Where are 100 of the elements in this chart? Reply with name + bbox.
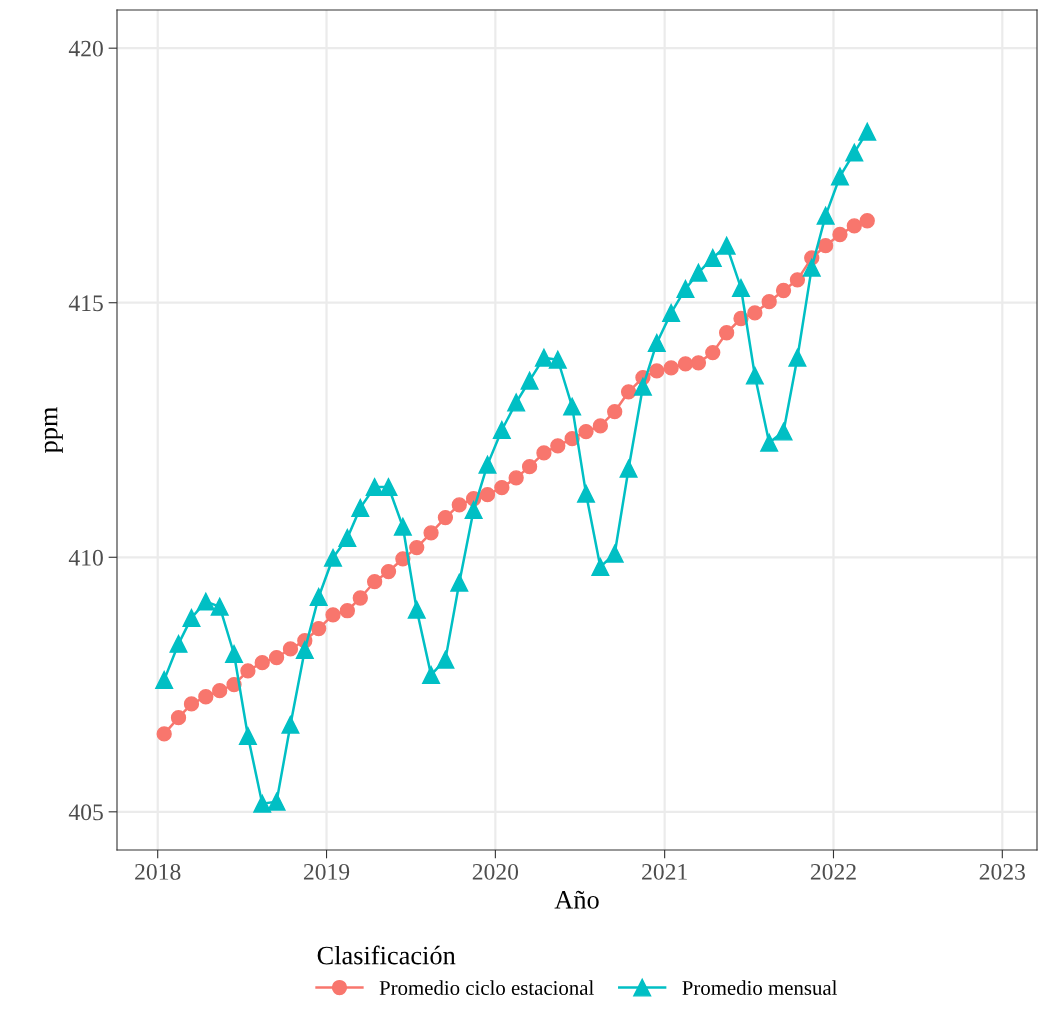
point	[690, 355, 707, 371]
point	[703, 248, 722, 267]
point	[607, 404, 623, 420]
point	[563, 397, 582, 416]
point	[182, 608, 201, 627]
legend-label: Promedio ciclo estacional	[379, 980, 594, 996]
point	[592, 418, 608, 434]
point	[338, 528, 357, 547]
point	[295, 640, 314, 659]
point	[212, 683, 228, 699]
point	[224, 644, 244, 664]
point	[450, 573, 469, 592]
point	[859, 213, 875, 229]
x-tick-label: 2020	[472, 863, 519, 880]
point	[760, 433, 779, 452]
x-tick-label: 2023	[979, 863, 1025, 880]
point	[832, 226, 848, 243]
point	[422, 665, 441, 684]
point	[323, 548, 343, 567]
point	[379, 477, 398, 497]
point	[281, 715, 300, 734]
y-tick-label: 410	[68, 549, 103, 566]
point	[677, 356, 694, 372]
y-tick-label: 420	[68, 40, 103, 57]
point	[268, 649, 285, 666]
point	[846, 218, 862, 234]
point	[689, 263, 708, 282]
point	[198, 689, 214, 705]
point	[817, 238, 834, 254]
point	[705, 344, 721, 361]
x-tick-label: 2021	[642, 863, 687, 880]
point	[254, 655, 270, 671]
point	[393, 517, 412, 536]
point	[156, 726, 172, 742]
x-tick-label: 2018	[135, 863, 181, 880]
point	[352, 590, 368, 606]
point	[494, 479, 510, 496]
point	[718, 325, 735, 341]
point	[366, 574, 383, 590]
point	[676, 279, 695, 299]
y-tick-label: 415	[68, 295, 103, 312]
point	[409, 539, 425, 556]
point	[423, 525, 439, 541]
point	[351, 498, 370, 517]
point	[325, 607, 341, 623]
point	[830, 167, 849, 186]
legend-label: Promedio mensual	[682, 980, 838, 996]
point	[380, 563, 397, 580]
y-axis-title: ppm	[44, 406, 63, 454]
point	[731, 278, 751, 297]
point	[407, 600, 426, 619]
x-axis-title: Año	[554, 890, 599, 909]
point	[717, 236, 736, 255]
point	[238, 726, 257, 745]
point	[520, 371, 539, 390]
point	[240, 663, 256, 679]
y-tick-label: 405	[68, 804, 103, 821]
point	[591, 557, 610, 576]
point	[774, 422, 793, 441]
point	[437, 509, 454, 526]
point	[267, 792, 286, 811]
point	[253, 794, 272, 813]
point	[492, 420, 511, 440]
point	[365, 477, 384, 497]
point	[508, 470, 524, 486]
point	[169, 634, 188, 653]
point	[761, 294, 777, 310]
point	[282, 641, 299, 657]
point	[210, 597, 229, 616]
point	[196, 592, 215, 611]
point	[858, 122, 877, 141]
point	[663, 360, 679, 376]
point	[747, 305, 763, 321]
point	[478, 455, 497, 474]
point	[311, 620, 327, 637]
point	[578, 423, 594, 440]
point	[576, 484, 596, 503]
point	[619, 459, 638, 478]
point	[662, 303, 681, 322]
point	[507, 393, 526, 412]
point	[775, 282, 792, 299]
point	[745, 366, 764, 385]
legend-title: Clasificación	[317, 945, 456, 965]
point	[647, 333, 666, 352]
point	[536, 445, 552, 461]
point	[155, 670, 174, 689]
point	[633, 377, 652, 396]
point	[183, 696, 200, 712]
point	[534, 348, 553, 367]
point	[479, 487, 496, 503]
point	[845, 143, 864, 162]
point	[789, 272, 806, 288]
x-tick-label: 2019	[303, 863, 350, 880]
point	[436, 650, 455, 669]
point	[464, 500, 483, 519]
point	[339, 603, 355, 619]
point	[550, 438, 566, 454]
point	[605, 544, 624, 563]
point	[170, 709, 187, 726]
point	[816, 206, 835, 225]
